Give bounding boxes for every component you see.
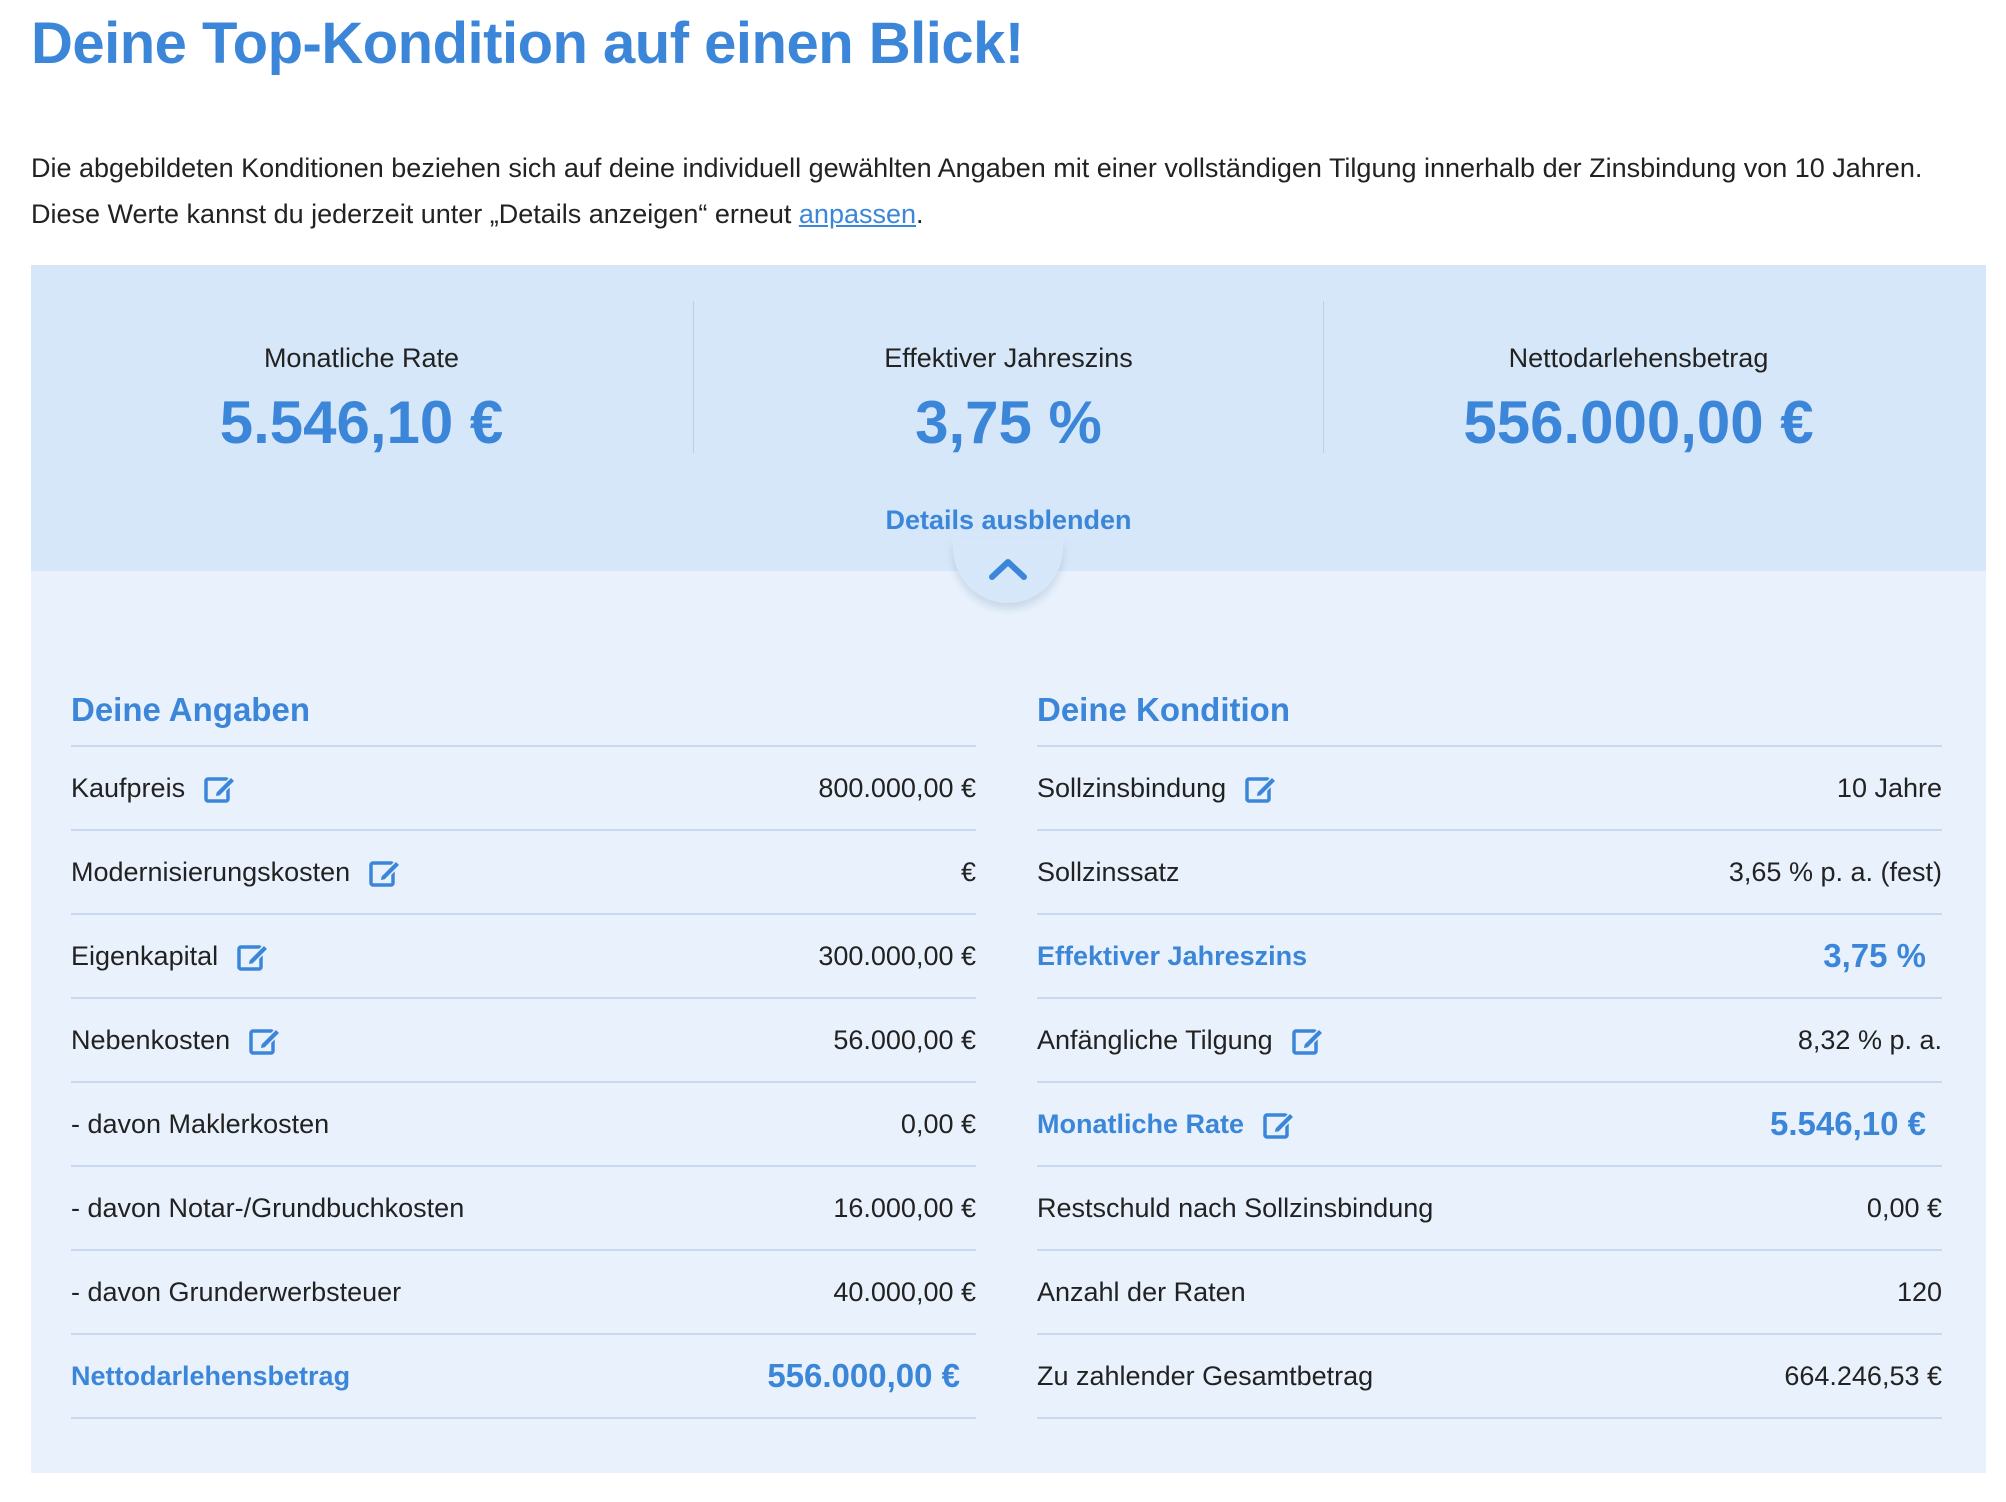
hide-details-link[interactable]: Details ausblenden — [885, 505, 1132, 535]
collapse-details-button[interactable] — [953, 539, 1063, 603]
row-value: 3,75 % — [1823, 937, 1926, 974]
kpi-value: 556.000,00 € — [1463, 389, 1814, 456]
table-row: Nebenkosten 56.000,00 € — [71, 999, 976, 1083]
summary-panel: Monatliche Rate 5.546,10 € Effektiver Ja… — [31, 265, 1986, 571]
table-row: Anfängliche Tilgung 8,32 % p. a. — [1037, 999, 1942, 1083]
table-row: Anzahl der Raten 120 — [1037, 1251, 1942, 1335]
row-value: 16.000,00 € — [833, 1192, 976, 1223]
row-label: - davon Notar-/Grundbuchkosten — [71, 1192, 465, 1223]
kpi-value: 3,75 % — [915, 389, 1102, 456]
row-value: 0,00 € — [1866, 1192, 1942, 1223]
kpi-label: Nettodarlehensbetrag — [1508, 343, 1769, 373]
edit-icon[interactable] — [236, 940, 270, 972]
row-label: - davon Maklerkosten — [71, 1108, 330, 1139]
row-label: Kaufpreis — [71, 772, 186, 803]
row-label: Nettodarlehensbetrag — [71, 1360, 351, 1391]
edit-icon[interactable] — [368, 856, 402, 888]
row-label: - davon Grunderwerbsteuer — [71, 1276, 402, 1307]
chevron-up-icon — [989, 559, 1027, 580]
table-row: - davon Maklerkosten 0,00 € — [71, 1083, 976, 1167]
kpi-net-loan: Nettodarlehensbetrag 556.000,00 € — [1323, 301, 1954, 456]
table-row: - davon Grunderwerbsteuer 40.000,00 € — [71, 1251, 976, 1335]
table-row-highlight: Monatliche Rate 5.546,10 € — [1037, 1083, 1942, 1167]
row-value: 8,32 % p. a. — [1797, 1024, 1942, 1055]
kpi-label: Monatliche Rate — [263, 343, 460, 373]
row-label: Monatliche Rate — [1037, 1108, 1245, 1139]
table-row: Eigenkapital 300.000,00 € — [71, 915, 976, 999]
row-label: Zu zahlender Gesamtbetrag — [1037, 1360, 1374, 1391]
row-label: Restschuld nach Sollzinsbindung — [1037, 1192, 1434, 1223]
edit-icon[interactable] — [248, 1024, 282, 1056]
details-card: Monatliche Rate 5.546,10 € Effektiver Ja… — [31, 265, 1986, 1473]
row-label: Nebenkosten — [71, 1024, 231, 1055]
table-row-highlight: Effektiver Jahreszins 3,75 % — [1037, 915, 1942, 999]
row-label: Anfängliche Tilgung — [1037, 1024, 1273, 1055]
table-row: Modernisierungskosten € — [71, 831, 976, 915]
table-row: - davon Notar-/Grundbuchkosten 16.000,00… — [71, 1167, 976, 1251]
kpi-monthly-rate: Monatliche Rate 5.546,10 € — [31, 301, 692, 456]
row-value: 120 — [1896, 1276, 1942, 1307]
row-value: 56.000,00 € — [833, 1024, 976, 1055]
row-value: € — [960, 856, 976, 887]
row-value: 664.246,53 € — [1784, 1360, 1942, 1391]
angaben-title: Deine Angaben — [71, 685, 976, 747]
intro-text-body: Die abgebildeten Konditionen beziehen si… — [31, 153, 1923, 229]
row-value: 300.000,00 € — [818, 940, 976, 971]
row-value: 556.000,00 € — [767, 1357, 960, 1394]
edit-icon[interactable] — [1291, 1024, 1325, 1056]
row-value: 10 Jahre — [1836, 772, 1942, 803]
intro-text-end: . — [916, 199, 924, 229]
row-value: 40.000,00 € — [833, 1276, 976, 1307]
row-label: Anzahl der Raten — [1037, 1276, 1246, 1307]
kpi-value: 5.546,10 € — [219, 389, 504, 456]
edit-icon[interactable] — [1244, 772, 1278, 804]
row-label: Modernisierungskosten — [71, 856, 351, 887]
page-title: Deine Top-Kondition auf einen Blick! — [31, 11, 1024, 76]
table-row: Restschuld nach Sollzinsbindung 0,00 € — [1037, 1167, 1942, 1251]
row-label: Effektiver Jahreszins — [1037, 940, 1308, 971]
row-value: 3,65 % p. a. (fest) — [1728, 856, 1942, 887]
table-row: Sollzinssatz 3,65 % p. a. (fest) — [1037, 831, 1942, 915]
row-label: Sollzinsbindung — [1037, 772, 1227, 803]
table-row-highlight: Nettodarlehensbetrag 556.000,00 € — [71, 1335, 976, 1419]
row-value: 800.000,00 € — [818, 772, 976, 803]
angaben-section: Deine Angaben Kaufpreis 800.000,00 € Mod… — [71, 685, 976, 1419]
row-value: 0,00 € — [900, 1108, 976, 1139]
row-label: Sollzinssatz — [1037, 856, 1180, 887]
kondition-title: Deine Kondition — [1037, 685, 1942, 747]
table-row: Sollzinsbindung 10 Jahre — [1037, 747, 1942, 831]
kondition-section: Deine Kondition Sollzinsbindung 10 Jahre… — [1037, 685, 1942, 1419]
row-value: 5.546,10 € — [1770, 1105, 1926, 1142]
table-row: Zu zahlender Gesamtbetrag 664.246,53 € — [1037, 1335, 1942, 1419]
edit-icon[interactable] — [1262, 1108, 1296, 1140]
kpi-label: Effektiver Jahreszins — [884, 343, 1133, 373]
edit-icon[interactable] — [203, 772, 237, 804]
table-row: Kaufpreis 800.000,00 € — [71, 747, 976, 831]
kpi-effective-rate: Effektiver Jahreszins 3,75 % — [693, 301, 1324, 456]
row-label: Eigenkapital — [71, 940, 219, 971]
adjust-link[interactable]: anpassen — [798, 199, 917, 229]
intro-text: Die abgebildeten Konditionen beziehen si… — [31, 145, 1971, 237]
